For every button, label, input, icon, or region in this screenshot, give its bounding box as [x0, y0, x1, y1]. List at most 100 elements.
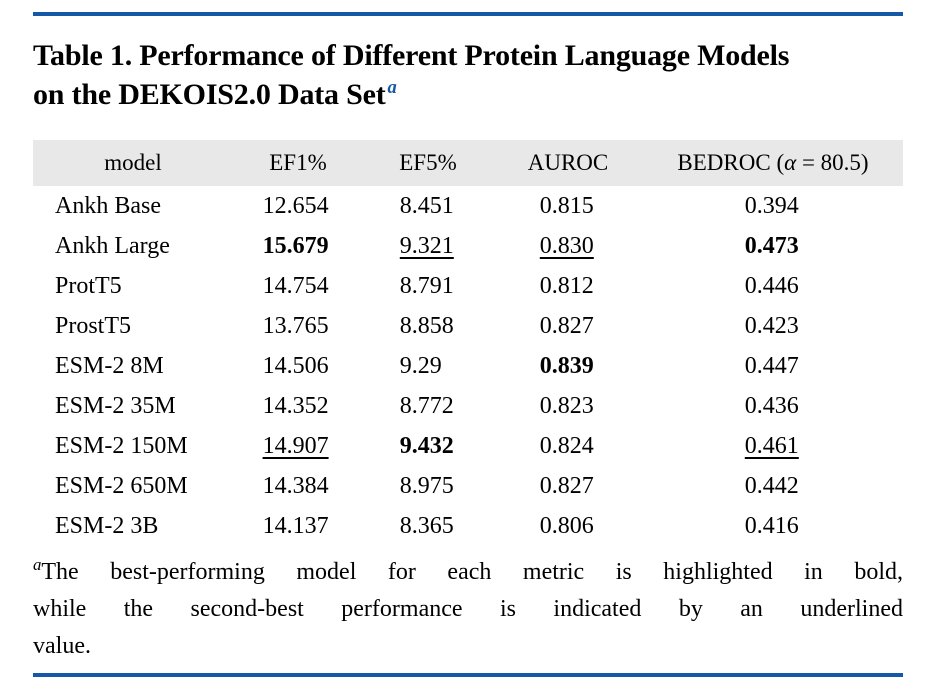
- col-header-bedroc: BEDROC (α = 80.5): [643, 140, 903, 186]
- model-name: ESM-2 650M: [55, 472, 188, 499]
- footnote-line-1: aThe best-performing model for each metr…: [33, 554, 903, 591]
- bedroc-value: 0.416: [744, 512, 799, 539]
- model-name: ProtT5: [55, 272, 122, 299]
- footnote-line-2: while the second-best performance is ind…: [33, 596, 903, 622]
- ef1-value: 14.137: [262, 512, 329, 539]
- ef5-value: 9.321: [399, 232, 454, 259]
- col-header-model: model: [33, 140, 233, 186]
- auroc-cell: 0.827: [493, 306, 643, 346]
- ef5-cell: 8.772: [363, 386, 493, 426]
- model-name: ProstT5: [55, 312, 132, 339]
- ef5-cell: 8.858: [363, 306, 493, 346]
- table-row: ESM-2 35M 14.352 8.772 0.823 0.436: [33, 386, 903, 426]
- table-row: ESM-2 8M 14.506 9.29 0.839 0.447: [33, 346, 903, 386]
- auroc-cell: 0.806: [493, 506, 643, 546]
- bedroc-cell: 0.473: [643, 226, 903, 266]
- auroc-value: 0.827: [539, 312, 594, 339]
- bedroc-cell: 0.461: [643, 426, 903, 466]
- ef1-cell: 14.384: [233, 466, 363, 506]
- ef1-cell: 13.765: [233, 306, 363, 346]
- model-name: Ankh Base: [55, 192, 161, 219]
- bedroc-cell: 0.446: [643, 266, 903, 306]
- ef5-value: 8.365: [399, 512, 454, 539]
- auroc-cell: 0.824: [493, 426, 643, 466]
- table-row: Ankh Base 12.654 8.451 0.815 0.394: [33, 186, 903, 226]
- auroc-value: 0.806: [539, 512, 594, 539]
- ef5-value: 8.791: [399, 272, 454, 299]
- auroc-value: 0.812: [539, 272, 594, 299]
- ef5-value: 9.432: [399, 432, 454, 459]
- bedroc-value: 0.473: [744, 232, 799, 259]
- ef1-cell: 14.506: [233, 346, 363, 386]
- title-line-1: Table 1. Performance of Different Protei…: [33, 39, 790, 72]
- performance-table: model EF1% EF5% AUROC BEDROC (α = 80.5) …: [33, 140, 903, 546]
- ef5-value: 8.772: [399, 392, 454, 419]
- bedroc-value: 0.442: [744, 472, 799, 499]
- model-name: ESM-2 35M: [55, 392, 176, 419]
- bedroc-label-pre: BEDROC (: [677, 150, 785, 175]
- paper-table-figure: Table 1. Performance of Different Protei…: [0, 12, 936, 677]
- auroc-value: 0.824: [539, 432, 594, 459]
- table-row: ESM-2 650M 14.384 8.975 0.827 0.442: [33, 466, 903, 506]
- ef5-cell: 9.432: [363, 426, 493, 466]
- auroc-cell: 0.830: [493, 226, 643, 266]
- col-header-ef5: EF5%: [363, 140, 493, 186]
- auroc-value: 0.823: [539, 392, 594, 419]
- ef1-value: 14.352: [262, 392, 329, 419]
- auroc-value: 0.815: [539, 192, 594, 219]
- table-body: Ankh Base 12.654 8.451 0.815 0.394 Ankh …: [33, 186, 903, 546]
- bedroc-cell: 0.436: [643, 386, 903, 426]
- bedroc-cell: 0.416: [643, 506, 903, 546]
- bedroc-label-post: = 80.5): [796, 150, 869, 175]
- bedroc-value: 0.461: [744, 432, 799, 459]
- footnote-line-1-text: The best-performing model for each metri…: [41, 559, 903, 585]
- auroc-value: 0.827: [539, 472, 594, 499]
- ef1-cell: 14.907: [233, 426, 363, 466]
- model-name: ESM-2 150M: [55, 432, 188, 459]
- footnote-marker: a: [33, 555, 42, 574]
- table-title: Table 1. Performance of Different Protei…: [33, 36, 903, 114]
- bedroc-value: 0.436: [744, 392, 799, 419]
- ef1-value: 15.679: [262, 232, 329, 259]
- ef5-cell: 8.975: [363, 466, 493, 506]
- auroc-value: 0.830: [539, 232, 594, 259]
- ef1-cell: 14.754: [233, 266, 363, 306]
- ef1-value: 14.506: [262, 352, 329, 379]
- ef1-cell: 14.352: [233, 386, 363, 426]
- bedroc-value: 0.423: [744, 312, 799, 339]
- bedroc-value: 0.394: [744, 192, 799, 219]
- auroc-value: 0.839: [539, 352, 594, 379]
- ef1-value: 13.765: [262, 312, 329, 339]
- title-footnote-marker: a: [387, 77, 397, 98]
- bottom-rule: [33, 673, 903, 677]
- model-name: Ankh Large: [55, 232, 170, 259]
- ef5-value: 8.975: [399, 472, 454, 499]
- bedroc-cell: 0.442: [643, 466, 903, 506]
- table-row: ProstT5 13.765 8.858 0.827 0.423: [33, 306, 903, 346]
- ef5-value: 8.858: [399, 312, 454, 339]
- model-name: ESM-2 8M: [55, 352, 164, 379]
- ef5-value: 9.29: [399, 352, 442, 379]
- auroc-cell: 0.827: [493, 466, 643, 506]
- ef1-cell: 12.654: [233, 186, 363, 226]
- title-line-2-text: on the DEKOIS2.0 Data Set: [33, 78, 386, 111]
- ef1-cell: 15.679: [233, 226, 363, 266]
- auroc-cell: 0.823: [493, 386, 643, 426]
- table-footnote: aThe best-performing model for each metr…: [33, 554, 903, 665]
- bedroc-cell: 0.394: [643, 186, 903, 226]
- bedroc-cell: 0.447: [643, 346, 903, 386]
- ef1-value: 12.654: [262, 192, 329, 219]
- table-row: ProtT5 14.754 8.791 0.812 0.446: [33, 266, 903, 306]
- col-header-ef1: EF1%: [233, 140, 363, 186]
- alpha-symbol: α: [784, 150, 797, 175]
- auroc-cell: 0.839: [493, 346, 643, 386]
- top-rule: [33, 12, 903, 16]
- table-row: Ankh Large 15.679 9.321 0.830 0.473: [33, 226, 903, 266]
- auroc-cell: 0.815: [493, 186, 643, 226]
- table-row: ESM-2 150M 14.907 9.432 0.824 0.461: [33, 426, 903, 466]
- ef5-value: 8.451: [399, 192, 454, 219]
- ef5-cell: 9.29: [363, 346, 493, 386]
- bedroc-value: 0.446: [744, 272, 799, 299]
- bedroc-cell: 0.423: [643, 306, 903, 346]
- ef5-cell: 8.791: [363, 266, 493, 306]
